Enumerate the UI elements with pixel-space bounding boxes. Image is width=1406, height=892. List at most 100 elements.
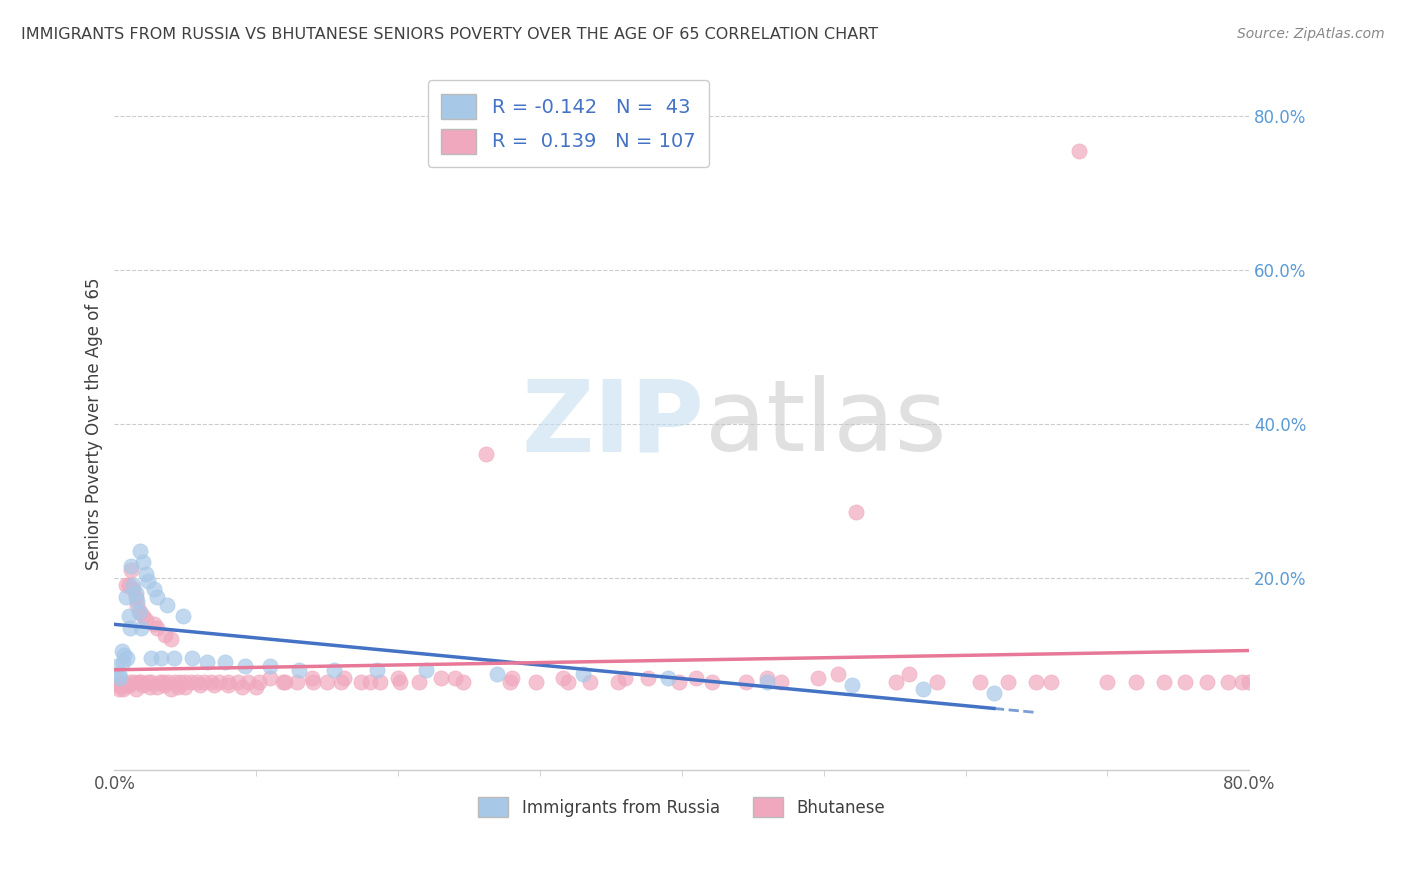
Point xyxy=(330,674,353,689)
Point xyxy=(128,605,150,619)
Point xyxy=(107,682,129,697)
Point xyxy=(108,671,131,685)
Point xyxy=(129,605,152,619)
Point xyxy=(614,671,637,685)
Point xyxy=(247,674,270,689)
Point xyxy=(444,671,467,685)
Point xyxy=(188,678,211,692)
Point xyxy=(271,674,294,689)
Point xyxy=(236,674,259,689)
Point xyxy=(316,674,339,689)
Point xyxy=(160,682,183,697)
Point xyxy=(1216,674,1239,689)
Point xyxy=(121,582,143,596)
Point xyxy=(115,678,138,692)
Point xyxy=(388,674,411,689)
Point xyxy=(120,563,142,577)
Point xyxy=(1195,674,1218,689)
Point xyxy=(685,671,707,685)
Point xyxy=(174,680,197,694)
Point xyxy=(350,674,373,689)
Point xyxy=(1039,674,1062,689)
Point xyxy=(214,655,236,669)
Point xyxy=(132,678,155,692)
Point xyxy=(1067,144,1090,158)
Point xyxy=(578,674,600,689)
Point xyxy=(571,666,593,681)
Point xyxy=(997,674,1019,689)
Point xyxy=(208,674,231,689)
Text: Source: ZipAtlas.com: Source: ZipAtlas.com xyxy=(1237,27,1385,41)
Point xyxy=(1239,674,1261,689)
Point xyxy=(499,674,522,689)
Point xyxy=(755,671,778,685)
Point xyxy=(657,671,679,685)
Point xyxy=(475,448,498,462)
Point xyxy=(107,678,129,692)
Point xyxy=(969,674,991,689)
Point xyxy=(105,659,128,673)
Point xyxy=(160,632,183,647)
Point xyxy=(557,674,579,689)
Point xyxy=(181,651,204,665)
Point xyxy=(115,651,138,665)
Point xyxy=(1097,674,1119,689)
Point xyxy=(429,671,451,685)
Point xyxy=(120,559,142,574)
Point xyxy=(408,674,430,689)
Point xyxy=(927,674,949,689)
Point xyxy=(132,609,155,624)
Point xyxy=(1153,674,1175,689)
Point xyxy=(114,578,136,592)
Point xyxy=(150,651,173,665)
Text: ZIP: ZIP xyxy=(522,376,704,472)
Point xyxy=(146,621,169,635)
Point xyxy=(105,678,128,692)
Point xyxy=(138,574,160,589)
Point xyxy=(143,616,166,631)
Point xyxy=(245,680,267,694)
Point xyxy=(807,671,830,685)
Point xyxy=(259,671,281,685)
Point xyxy=(135,613,157,627)
Point xyxy=(217,674,239,689)
Point xyxy=(884,674,907,689)
Point xyxy=(180,674,202,689)
Point xyxy=(117,609,139,624)
Point xyxy=(287,674,309,689)
Point xyxy=(127,593,149,607)
Point xyxy=(841,678,863,692)
Point xyxy=(368,674,391,689)
Y-axis label: Seniors Poverty Over the Age of 65: Seniors Poverty Over the Age of 65 xyxy=(86,277,103,570)
Point xyxy=(551,671,574,685)
Point xyxy=(734,674,756,689)
Point xyxy=(288,663,311,677)
Point xyxy=(259,659,281,673)
Point xyxy=(301,671,323,685)
Point xyxy=(143,582,166,596)
Point xyxy=(193,674,215,689)
Point xyxy=(157,674,180,689)
Point xyxy=(302,674,325,689)
Point xyxy=(415,663,437,677)
Point xyxy=(107,666,129,681)
Point xyxy=(1230,674,1253,689)
Point xyxy=(111,655,134,669)
Point xyxy=(202,678,225,692)
Point xyxy=(165,674,187,689)
Point xyxy=(983,686,1005,700)
Point xyxy=(129,543,152,558)
Point xyxy=(110,644,132,658)
Point xyxy=(125,586,148,600)
Point xyxy=(486,666,509,681)
Point xyxy=(169,674,191,689)
Point xyxy=(118,674,141,689)
Point xyxy=(117,678,139,692)
Point xyxy=(770,674,793,689)
Point xyxy=(233,659,256,673)
Point xyxy=(118,621,141,635)
Point xyxy=(127,598,149,612)
Point xyxy=(146,590,169,604)
Point xyxy=(114,590,136,604)
Point xyxy=(141,651,163,665)
